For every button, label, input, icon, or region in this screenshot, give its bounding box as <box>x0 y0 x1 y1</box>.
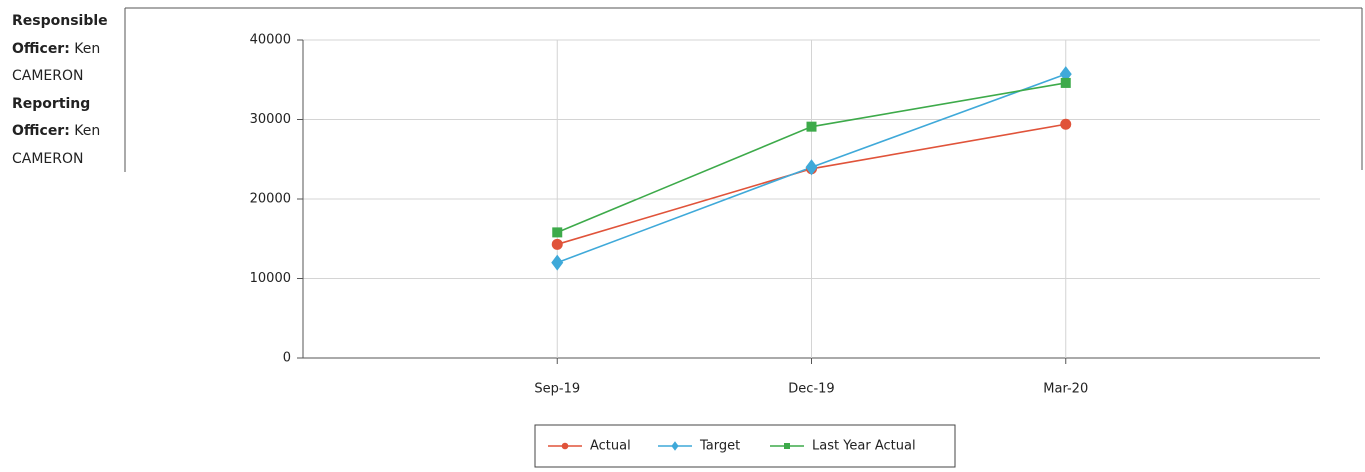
legend-label: Target <box>699 439 740 454</box>
point <box>552 227 563 238</box>
officer-label: Reporting Officer: <box>12 95 91 140</box>
legend-marker <box>784 443 790 449</box>
x-tick-label: Mar-20 <box>1043 382 1088 397</box>
legend-marker <box>561 442 569 450</box>
point <box>805 159 818 176</box>
officer-info: Responsible Officer: Ken CAMERON Reportin… <box>12 8 128 173</box>
officer: Responsible Officer: Ken CAMERON <box>12 8 128 91</box>
y-tick-label: 0 <box>283 351 291 366</box>
officer-label: Responsible Officer: <box>12 13 108 57</box>
legend-box <box>534 424 956 468</box>
officer-name: Ken CAMERON <box>12 123 101 167</box>
point <box>1060 77 1071 88</box>
y-tick-label: 40000 <box>250 33 291 48</box>
legend-label: Actual <box>590 439 631 454</box>
x-tick-label: Dec-19 <box>788 382 834 397</box>
officer-name: Ken CAMERON <box>12 40 101 85</box>
legend-marker <box>671 441 679 451</box>
point <box>551 238 563 250</box>
x-tick-label: Sep-19 <box>534 382 580 397</box>
officer: Reporting Officer: Ken CAMERON <box>12 91 128 174</box>
y-tick-label: 30000 <box>250 112 291 127</box>
legend-label: Last Year Actual <box>812 439 916 454</box>
y-tick-label: 10000 <box>250 271 291 286</box>
point <box>806 121 817 132</box>
point <box>1060 118 1072 130</box>
point <box>551 254 564 271</box>
y-tick-label: 20000 <box>250 192 291 207</box>
